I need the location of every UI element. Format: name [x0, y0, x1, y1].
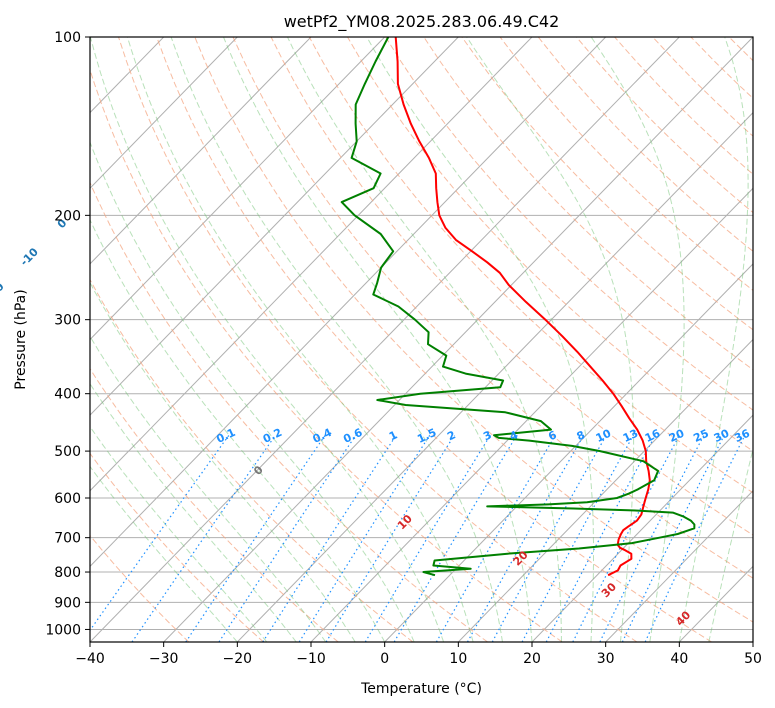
moist-adiabat-line — [90, 425, 268, 642]
mixing-ratio-label: 25 — [691, 427, 710, 445]
x-tick-label: −10 — [296, 651, 326, 667]
mixing-ratio-label: 16 — [643, 427, 663, 445]
isotherm-line — [605, 490, 753, 642]
y-tick-label: 300 — [54, 313, 81, 329]
moist-adiabat-line — [90, 382, 297, 642]
dry-adiabat-line — [90, 278, 414, 642]
isotherm-line — [90, 37, 312, 265]
isotherm-line — [90, 37, 386, 341]
mixing-ratio-line — [435, 434, 556, 642]
moist-adiabat-line — [678, 37, 749, 642]
moist-adiabat-line — [90, 465, 238, 642]
mixing-ratio-label: 10 — [594, 427, 614, 445]
y-tick-label: 100 — [54, 30, 81, 46]
x-tick-label: 30 — [597, 651, 615, 667]
dry-adiabat-line — [90, 534, 190, 642]
moist-adiabat-line — [90, 281, 356, 642]
x-tick-label: 40 — [670, 651, 688, 667]
dry-adiabat-line — [499, 37, 753, 291]
chart-title: wetPf2_YM08.2025.283.06.49.C42 — [284, 12, 560, 32]
mixing-ratio-label: 13 — [621, 427, 640, 445]
dry-adiabat-line — [385, 37, 753, 411]
isotherm-line — [90, 37, 607, 568]
axes: −40 −30 −20 −10 0 10 20 30 40 50 1000 900 800 700 600 5… — [45, 30, 762, 667]
x-tick-label: 10 — [449, 651, 467, 667]
plot-frame — [89, 36, 754, 643]
moist-adiabat-line — [223, 37, 533, 642]
y-tick-label: 200 — [54, 208, 81, 224]
x-axis-label: Temperature (°C) — [360, 681, 482, 697]
x-tick-label: 0 — [380, 651, 389, 667]
isotherm-line — [90, 37, 680, 642]
moist-adiabat-line — [590, 37, 685, 642]
temperature-profile-line — [394, 37, 651, 577]
y-tick-label: 400 — [54, 387, 81, 403]
moist-adiabat-line — [90, 218, 386, 642]
isotherm-line — [90, 37, 238, 189]
moist-adiabat-line — [287, 37, 562, 642]
moist-adiabat-line — [466, 37, 635, 642]
mixing-ratio-label: 36 — [732, 427, 752, 445]
mixing-ratio-line — [466, 434, 585, 642]
isotherm-line — [531, 414, 753, 642]
mixing-ratio-line — [621, 434, 725, 642]
y-axis-label: Pressure (hPa) — [13, 289, 29, 389]
mixing-ratio-line — [599, 434, 705, 642]
isotherm-line — [236, 111, 753, 642]
mixing-ratio-label: 20 — [667, 427, 687, 445]
x-tick-label: −40 — [75, 651, 105, 667]
y-tick-label: 500 — [54, 444, 81, 460]
mixing-ratio-line — [521, 434, 634, 642]
mixing-ratio-line — [644, 434, 746, 642]
mixing-ratio-line — [218, 434, 357, 642]
x-tick-label: −20 — [223, 651, 253, 667]
mixing-ratio-line — [572, 434, 680, 642]
y-tick-label: 1000 — [45, 622, 81, 638]
dry-adiabat-line — [118, 37, 638, 642]
y-tick-label: 800 — [54, 565, 81, 581]
y-tick-label: 700 — [54, 531, 81, 547]
dry-adiabat-line — [90, 68, 563, 642]
dry-adiabat-line — [423, 37, 753, 371]
mixing-ratio-line — [185, 434, 326, 642]
dry-adiabat-label: -20 — [0, 280, 7, 303]
isotherm-line — [457, 338, 753, 642]
dry-adiabat-line — [308, 37, 753, 494]
dry-adiabat-line — [194, 37, 753, 623]
plot-background — [90, 37, 753, 642]
mixing-ratio-line — [90, 434, 230, 632]
moist-adiabat-line — [708, 446, 753, 642]
plot-lines — [90, 37, 753, 642]
moist-adiabat-line — [366, 37, 594, 642]
mixing-ratio-line — [491, 434, 607, 642]
moist-adiabat-line — [170, 37, 503, 642]
mixing-ratio-label: 30 — [712, 427, 732, 445]
moist-adiabat-line — [90, 335, 327, 642]
mixing-ratio-line — [364, 434, 491, 642]
moist-adiabat-line — [90, 140, 415, 642]
isotherm-line — [90, 37, 459, 416]
x-tick-label: −30 — [149, 651, 179, 667]
x-tick-label: 20 — [523, 651, 541, 667]
isotherm-line — [384, 263, 753, 642]
dry-adiabat-line — [232, 37, 753, 579]
y-tick-label: 900 — [54, 595, 81, 611]
dry-adiabat-line — [270, 37, 753, 536]
dewpoint-profile-line — [340, 37, 696, 577]
isotherm-line — [163, 37, 753, 642]
mixing-ratio-line — [545, 434, 656, 642]
x-tick-label: 50 — [744, 651, 762, 667]
isotherm-line — [90, 37, 533, 492]
moist-adiabat-line — [90, 37, 445, 642]
y-tick-label: 600 — [54, 491, 81, 507]
